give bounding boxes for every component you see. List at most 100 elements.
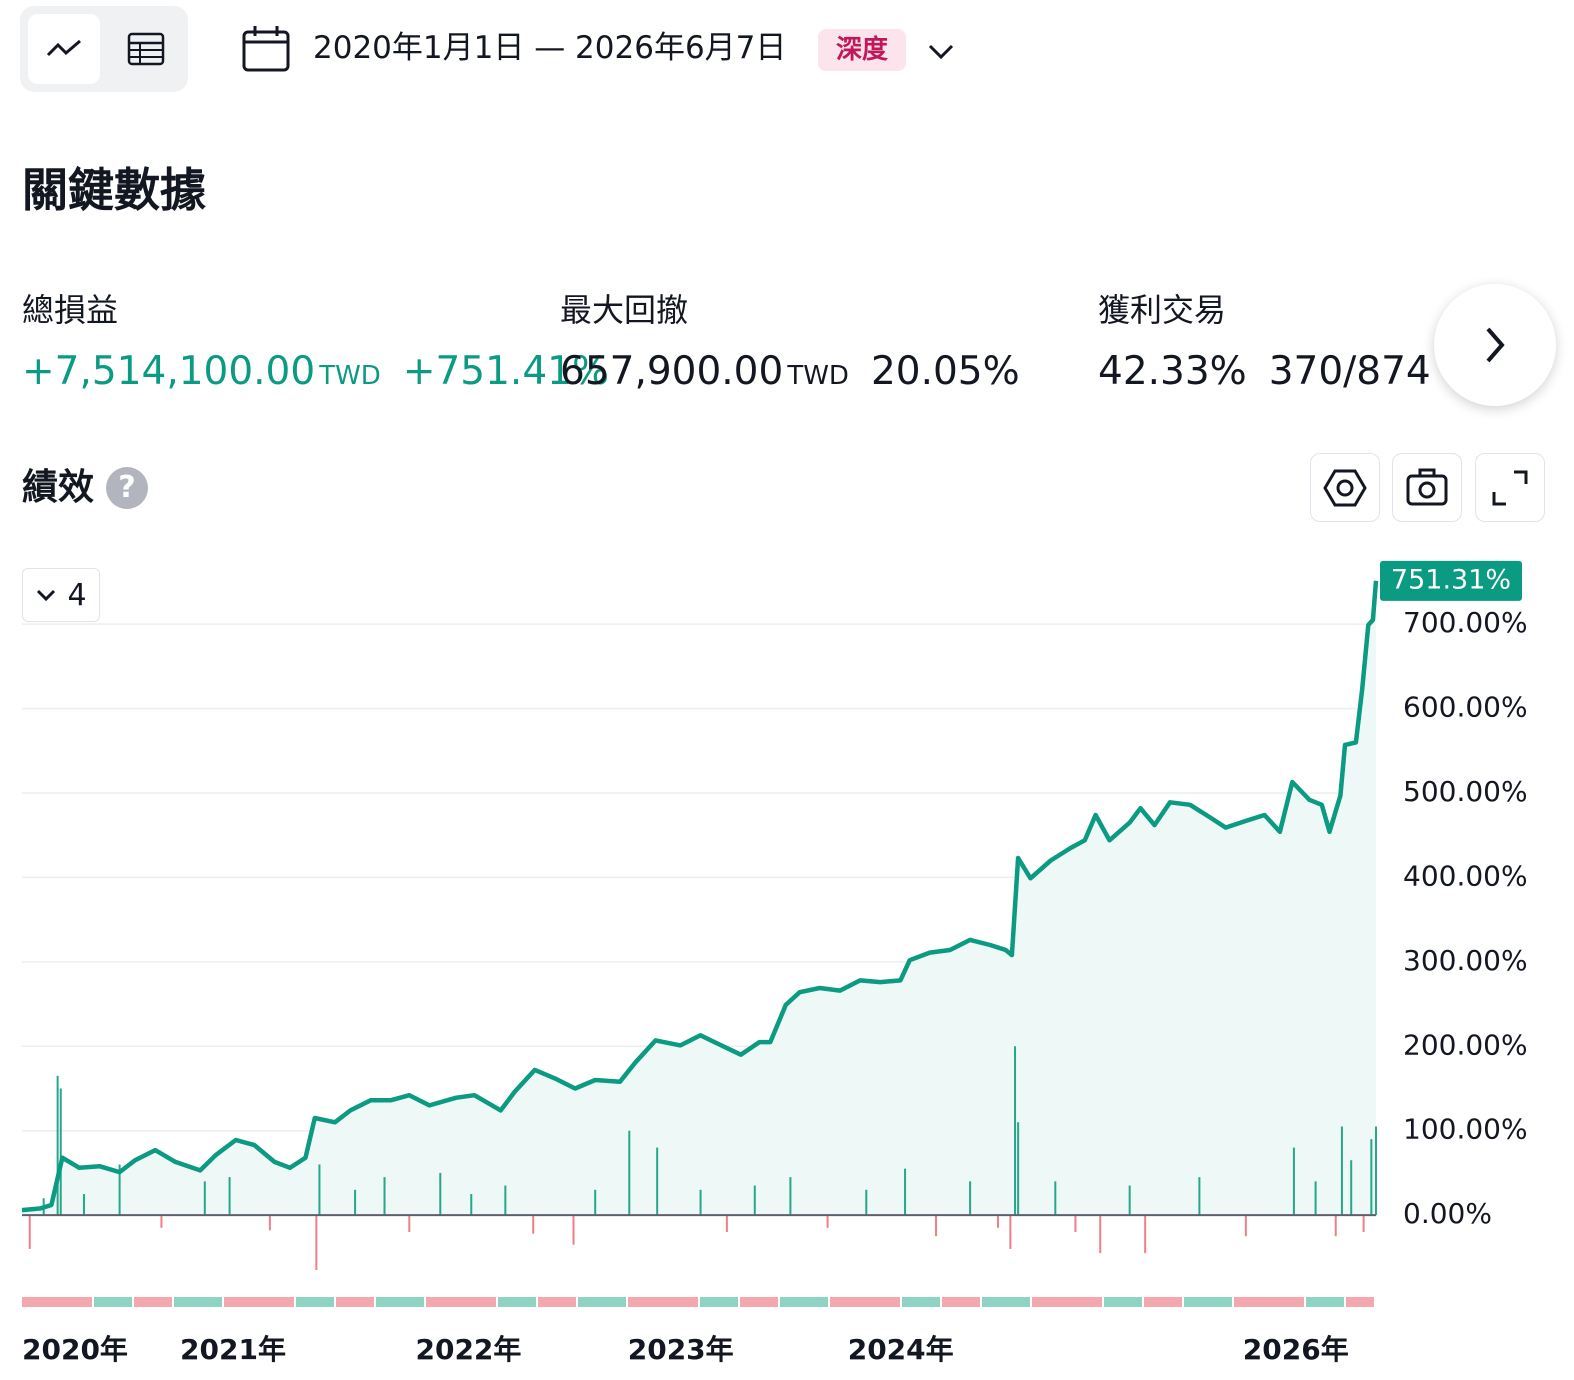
- trade-bar: [1014, 1046, 1017, 1216]
- trade-bar: [865, 1189, 868, 1216]
- y-tick-label: 400.00%: [1403, 859, 1528, 892]
- x-tick-label: 2021年: [180, 1333, 286, 1366]
- trade-bar: [826, 1215, 829, 1228]
- trade-bar: [594, 1189, 597, 1216]
- trade-bar: [439, 1172, 442, 1216]
- trade-bar: [354, 1189, 357, 1216]
- stat-secondary: 370/874: [1268, 349, 1431, 394]
- y-tick-label: 100.00%: [1403, 1113, 1528, 1146]
- trade-bar: [268, 1215, 271, 1231]
- trade-bar: [470, 1194, 473, 1216]
- trade-bar: [1017, 1122, 1020, 1216]
- trade-bar: [1198, 1177, 1201, 1216]
- trade-bar: [725, 1215, 728, 1233]
- trade-bar: [904, 1168, 907, 1216]
- stat-primary: 657,900.00: [560, 349, 784, 394]
- area: [22, 580, 1376, 1216]
- trade-bar: [228, 1177, 231, 1216]
- stat-label: 最大回撤: [560, 291, 689, 329]
- trade-bar: [969, 1181, 972, 1216]
- stat-secondary: 20.05%: [870, 349, 1020, 394]
- trade-bar: [504, 1185, 507, 1216]
- trade-bar: [532, 1215, 535, 1234]
- next-button[interactable]: [1434, 284, 1556, 406]
- trade-bar: [318, 1164, 321, 1216]
- fullscreen-button[interactable]: [1475, 453, 1545, 522]
- performance-title: 績效: [22, 467, 95, 508]
- table-view-button[interactable]: [110, 14, 182, 84]
- snapshot-button[interactable]: [1392, 453, 1462, 522]
- last-value-badge: [1380, 560, 1522, 601]
- series-dropdown[interactable]: 4: [22, 568, 100, 622]
- x-tick-label: 2022年: [415, 1333, 521, 1366]
- series-count: 4: [67, 577, 87, 613]
- trade-bar: [1074, 1215, 1077, 1233]
- chevron-icon: [37, 589, 56, 602]
- trade-bar: [118, 1164, 121, 1216]
- dropdown-chevron[interactable]: [926, 36, 956, 66]
- trade-bar: [56, 1075, 59, 1216]
- trade-bar: [1292, 1147, 1295, 1216]
- x-tick-label: 2024年: [848, 1333, 954, 1366]
- last-value-label: 751.31%: [1391, 564, 1511, 595]
- trade-bar: [1144, 1215, 1147, 1254]
- date-range[interactable]: 2020年1月1日 — 2026年6月7日: [313, 30, 787, 66]
- table-icon: [127, 32, 165, 66]
- trade-bar: [1362, 1215, 1365, 1233]
- trade-bar: [572, 1215, 575, 1245]
- x-tick-label: 2020年: [22, 1333, 128, 1366]
- line-icon: [46, 39, 81, 57]
- equity-line: [21, 580, 1379, 1213]
- expand-icon: [1492, 470, 1528, 505]
- stat-unit: TWD: [787, 361, 849, 391]
- trade-bar: [935, 1215, 938, 1237]
- trade-bar: [699, 1189, 702, 1216]
- trade-bar: [1340, 1126, 1343, 1216]
- x-tick-label: 2026年: [1243, 1333, 1349, 1366]
- trade-bar: [1128, 1185, 1131, 1216]
- trade-bar: [160, 1215, 163, 1228]
- settings-icon: [1323, 469, 1367, 506]
- y-tick-label: 200.00%: [1403, 1028, 1528, 1061]
- y-tick-label: 500.00%: [1403, 775, 1528, 808]
- trade-bar: [1350, 1160, 1353, 1216]
- trade-bar: [1009, 1215, 1012, 1249]
- stat-label: 總損益: [22, 291, 119, 329]
- trade-bar: [1370, 1139, 1373, 1216]
- trade-bar: [28, 1215, 31, 1249]
- stat-secondary: +751.41%: [402, 349, 610, 394]
- y-tick-label: 0.00%: [1403, 1197, 1492, 1230]
- y-tick-label: 700.00%: [1403, 606, 1528, 639]
- trade-bar: [315, 1215, 318, 1270]
- section-title: 關鍵數據: [22, 163, 206, 217]
- stat-value: +7,514,100.00 TWD +751.41%: [22, 346, 609, 402]
- trade-bar: [1244, 1215, 1247, 1237]
- trade-bar: [383, 1177, 386, 1216]
- settings-button[interactable]: [1310, 453, 1380, 522]
- line-view-button[interactable]: [28, 14, 100, 84]
- depth-badge: 深度: [818, 29, 906, 71]
- stat-value: 657,900.00 TWD 20.05%: [560, 346, 1020, 402]
- stat-unit: TWD: [319, 361, 381, 391]
- trade-bar: [1375, 1126, 1377, 1216]
- stat-primary: +7,514,100.00: [22, 349, 316, 394]
- stat-primary: 42.33%: [1098, 349, 1247, 394]
- y-tick-label: 300.00%: [1403, 944, 1528, 977]
- trade-bar: [753, 1185, 756, 1216]
- y-tick-label: 600.00%: [1403, 691, 1528, 724]
- help-icon[interactable]: ?: [106, 467, 148, 509]
- trade-bar: [789, 1177, 792, 1216]
- camera-icon: [1406, 468, 1448, 505]
- trade-bar: [996, 1215, 999, 1228]
- trade-bar: [203, 1181, 206, 1216]
- trade-strip: [22, 1297, 1374, 1307]
- stat-value: 42.33% 370/874: [1098, 346, 1431, 398]
- calendar-icon[interactable]: [240, 24, 292, 74]
- trade-bar: [1334, 1215, 1337, 1237]
- trade-bar: [1099, 1215, 1102, 1254]
- x-tick-label: 2023年: [628, 1333, 734, 1366]
- view-toggle: [20, 6, 188, 92]
